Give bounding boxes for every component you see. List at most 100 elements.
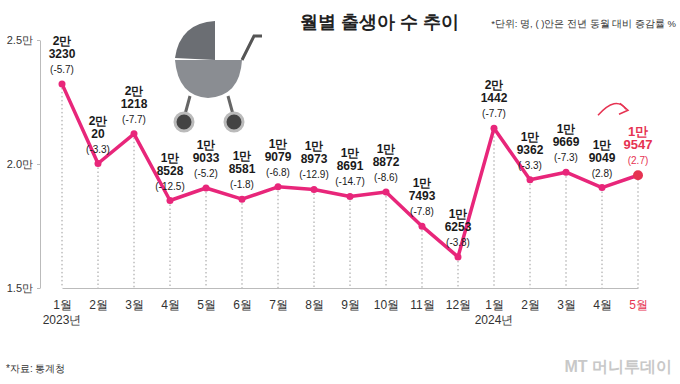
y-tick-label: 2.0만 (7, 158, 33, 170)
marker (59, 80, 66, 87)
drop-line (206, 188, 207, 288)
stroller-wheel (175, 113, 193, 131)
subtitle: *단위: 명, ( )안은 전년 동월 대비 증감률 % (491, 18, 676, 29)
x-tick: 8월 (305, 288, 324, 312)
value-label: 1만8581 (229, 149, 256, 176)
marker (131, 130, 138, 137)
x-tick-label: 6월 (233, 298, 252, 312)
marker (491, 125, 498, 132)
stroller-body (175, 60, 242, 98)
x-tick-label: 7월 (269, 298, 288, 312)
value-label-line: 1442 (481, 91, 508, 105)
x-tick: 12월 (446, 288, 471, 312)
drop-line (638, 175, 639, 288)
value-label-line: 2만 (53, 34, 72, 48)
value-label-line: 1만 (269, 137, 288, 151)
drop-line (242, 199, 243, 288)
plot-area (59, 80, 644, 288)
value-label: 1만8973 (301, 139, 328, 166)
y-tick-mark (37, 288, 40, 289)
x-tick-label: 1월 (53, 298, 72, 312)
highlight-arrow-head (619, 103, 628, 114)
x-tick-label: 10월 (374, 298, 399, 312)
value-label: 2만20 (89, 114, 108, 141)
drop-line (350, 196, 351, 288)
drop-line (170, 201, 171, 288)
y-tick: 2.0만 (7, 158, 40, 170)
drop-line (494, 128, 495, 288)
change-label: (-7.3) (554, 152, 578, 163)
x-tick: 2월 (89, 288, 108, 312)
value-label: 2만1442 (481, 78, 508, 105)
y-axis: 1.5만2.0만2.5만 (7, 34, 41, 294)
x-tick-label: 8월 (305, 298, 324, 312)
x-tick: 11월 (410, 288, 434, 312)
drop-line (386, 192, 387, 288)
change-label: (-6.8) (266, 167, 290, 178)
marker (419, 223, 426, 230)
change-label: (-5.7) (50, 64, 74, 75)
marker (239, 196, 246, 203)
x-tick: 1월 (53, 288, 72, 312)
value-label-line: 9033 (193, 151, 220, 165)
x-tick: 5월 (629, 288, 648, 312)
value-label-line: 8528 (157, 164, 184, 178)
value-label: 1만6253 (445, 207, 472, 234)
x-tick: 6월 (233, 288, 252, 312)
x-tick: 3월 (557, 288, 576, 312)
x-tick: 2월 (521, 288, 540, 312)
value-label-line: 2만 (125, 84, 144, 98)
value-label-line: 1만 (593, 138, 612, 152)
marker (563, 169, 570, 176)
chart-root: 월별 출생아 수 추이*단위: 명, ( )안은 전년 동월 대비 증감률 %1… (0, 0, 680, 384)
value-label-line: 1만 (161, 151, 180, 165)
chart-svg: 월별 출생아 수 추이*단위: 명, ( )안은 전년 동월 대비 증감률 %1… (0, 0, 680, 384)
x-group-labels: 2023년2024년 (43, 313, 514, 327)
x-tick-label: 12월 (446, 298, 471, 312)
x-tick-label: 5월 (629, 298, 648, 312)
value-label: 1만9049 (589, 138, 616, 165)
value-label-line: 1만 (377, 142, 396, 156)
value-label-line: 1만 (449, 207, 468, 221)
x-tick-label: 4월 (161, 298, 180, 312)
change-label: (-12.5) (155, 181, 184, 192)
value-label-line: 9669 (553, 135, 580, 149)
value-label-line: 9079 (265, 150, 292, 164)
data-labels: 2만3230(-5.7)2만20(-3.3)2만1218(-7.7)1만8528… (49, 34, 653, 248)
x-axis: 1월2월3월4월5월6월7월8월9월10월11월12월1월2월3월4월5월 (53, 288, 648, 312)
x-tick-label: 3월 (557, 298, 576, 312)
drop-line (602, 188, 603, 288)
marker (95, 160, 102, 167)
x-tick-label: 2월 (521, 298, 540, 312)
value-label-line: 1218 (121, 97, 148, 111)
x-tick-label: 4월 (593, 298, 612, 312)
marker (633, 170, 643, 180)
x-tick-label: 2월 (89, 298, 108, 312)
change-label: (-5.2) (194, 168, 218, 179)
drop-line (566, 172, 567, 288)
x-tick: 7월 (269, 288, 288, 312)
value-label-line: 1만 (233, 149, 252, 163)
value-label-line: 1만 (197, 138, 216, 152)
drop-line (458, 257, 459, 288)
value-label-line: 1만 (521, 130, 540, 144)
x-tick-label: 9월 (341, 298, 360, 312)
y-axis-line (40, 41, 41, 289)
x-tick-label: 1월 (485, 298, 504, 312)
value-label-line: 1만 (305, 139, 324, 153)
change-label: (2.8) (592, 168, 613, 179)
y-tick: 1.5만 (7, 282, 40, 294)
x-tick: 4월 (161, 288, 180, 312)
change-label: (-3.8) (446, 237, 470, 248)
value-label-line: 8691 (337, 159, 364, 173)
change-label: (-3.3) (518, 160, 542, 171)
value-label: 1만9669 (553, 122, 580, 149)
markers (59, 80, 644, 260)
x-tick: 4월 (593, 288, 612, 312)
marker (167, 197, 174, 204)
drop-line (62, 84, 63, 288)
value-label-line: 2만 (485, 78, 504, 92)
source: *자료: 통계청 (6, 363, 65, 374)
marker (203, 184, 210, 191)
y-tick-mark (37, 164, 40, 165)
